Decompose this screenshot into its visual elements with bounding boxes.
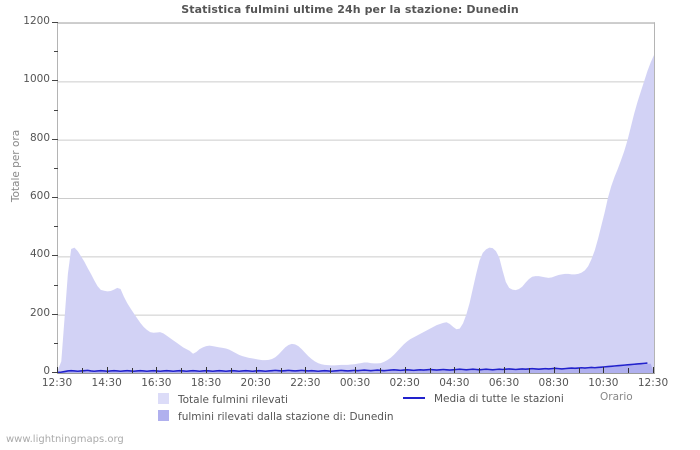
x-tick-minor-6: [380, 368, 381, 373]
page-title: Statistica fulmini ultime 24h per la sta…: [181, 3, 519, 16]
x-tick-minor-8: [479, 368, 480, 373]
x-tick-minor-0: [82, 368, 83, 373]
x-tick-label-1: 14:30: [91, 377, 122, 389]
legend-item-station: fulmini rilevati dalla stazione di: Dune…: [158, 410, 394, 423]
x-tick-major-1: [107, 367, 108, 373]
y-tick-label-200: 200: [29, 306, 50, 319]
x-tick-major-2: [156, 367, 157, 373]
x-tick-major-9: [504, 367, 505, 373]
legend-label-total: Totale fulmini rilevati: [178, 394, 288, 406]
y-tick-major-200: [52, 314, 58, 315]
x-tick-major-6: [355, 367, 356, 373]
x-tick-label-2: 16:30: [141, 377, 172, 389]
x-tick-major-5: [305, 367, 306, 373]
x-tick-minor-4: [281, 368, 282, 373]
x-tick-minor-9: [529, 368, 530, 373]
y-tick-label-0: 0: [43, 365, 50, 377]
plot-svg: [58, 23, 654, 373]
x-tick-major-11: [603, 367, 604, 373]
legend-swatch-station: [158, 410, 169, 421]
gridlines: [58, 23, 654, 316]
x-tick-label-6: 00:30: [339, 377, 371, 389]
legend-line-average: [403, 397, 425, 399]
y-tick-label-1000: 1000: [23, 73, 50, 86]
x-tick-label-10: 08:30: [538, 377, 569, 389]
x-tick-label-12: 12:30: [637, 377, 669, 389]
legend-item-total: Totale fulmini rilevati: [158, 393, 288, 406]
x-tick-label-7: 02:30: [389, 377, 420, 389]
y-tick-major-1000: [52, 80, 58, 81]
series-area-total: [58, 55, 654, 373]
y-tick-minor-900: [54, 110, 58, 111]
x-tick-minor-11: [628, 368, 629, 373]
x-tick-minor-10: [579, 368, 580, 373]
x-tick-major-7: [405, 367, 406, 373]
y-tick-label-800: 800: [29, 131, 50, 144]
x-axis-label: Orario: [600, 391, 633, 403]
x-tick-major-10: [554, 367, 555, 373]
x-tick-major-8: [454, 367, 455, 373]
legend-label-station: fulmini rilevati dalla stazione di: Dune…: [178, 411, 394, 423]
x-tick-minor-3: [231, 368, 232, 373]
x-tick-minor-2: [181, 368, 182, 373]
x-tick-label-9: 06:30: [488, 377, 520, 389]
y-tick-major-1200: [52, 22, 58, 23]
y-tick-major-0: [52, 372, 58, 373]
x-tick-minor-1: [132, 368, 133, 373]
plot-area: [57, 22, 655, 374]
y-tick-minor-500: [54, 226, 58, 227]
x-tick-major-0: [57, 367, 58, 373]
legend-label-average: Media di tutte le stazioni: [434, 393, 564, 405]
y-tick-minor-1100: [54, 51, 58, 52]
x-tick-minor-7: [430, 368, 431, 373]
chart-legend: Totale fulmini rilevati fulmini rilevati…: [0, 393, 700, 427]
x-tick-label-4: 20:30: [240, 377, 271, 389]
y-axis-label: Totale per ora: [10, 129, 22, 203]
y-tick-major-800: [52, 139, 58, 140]
y-tick-major-400: [52, 255, 58, 256]
y-tick-label-1200: 1200: [23, 15, 50, 27]
x-tick-label-8: 04:30: [439, 377, 470, 389]
y-tick-minor-100: [54, 343, 58, 344]
x-tick-major-4: [256, 367, 257, 373]
x-tick-label-0: 12:30: [41, 377, 73, 389]
y-tick-minor-300: [54, 285, 58, 286]
y-tick-minor-700: [54, 168, 58, 169]
x-tick-major-3: [206, 367, 207, 373]
y-tick-label-400: 400: [29, 248, 50, 261]
x-tick-major-12: [653, 367, 654, 373]
x-tick-label-11: 10:30: [588, 377, 619, 389]
legend-item-average: Media di tutte le stazioni: [403, 393, 564, 405]
series-area-station: [58, 363, 654, 373]
footer-attribution: www.lightningmaps.org: [6, 434, 124, 445]
x-tick-label-3: 18:30: [190, 377, 222, 389]
y-tick-label-600: 600: [29, 190, 50, 202]
x-tick-label-5: 22:30: [290, 377, 321, 389]
legend-swatch-total: [158, 393, 169, 404]
y-tick-major-600: [52, 197, 58, 198]
x-tick-minor-5: [330, 368, 331, 373]
